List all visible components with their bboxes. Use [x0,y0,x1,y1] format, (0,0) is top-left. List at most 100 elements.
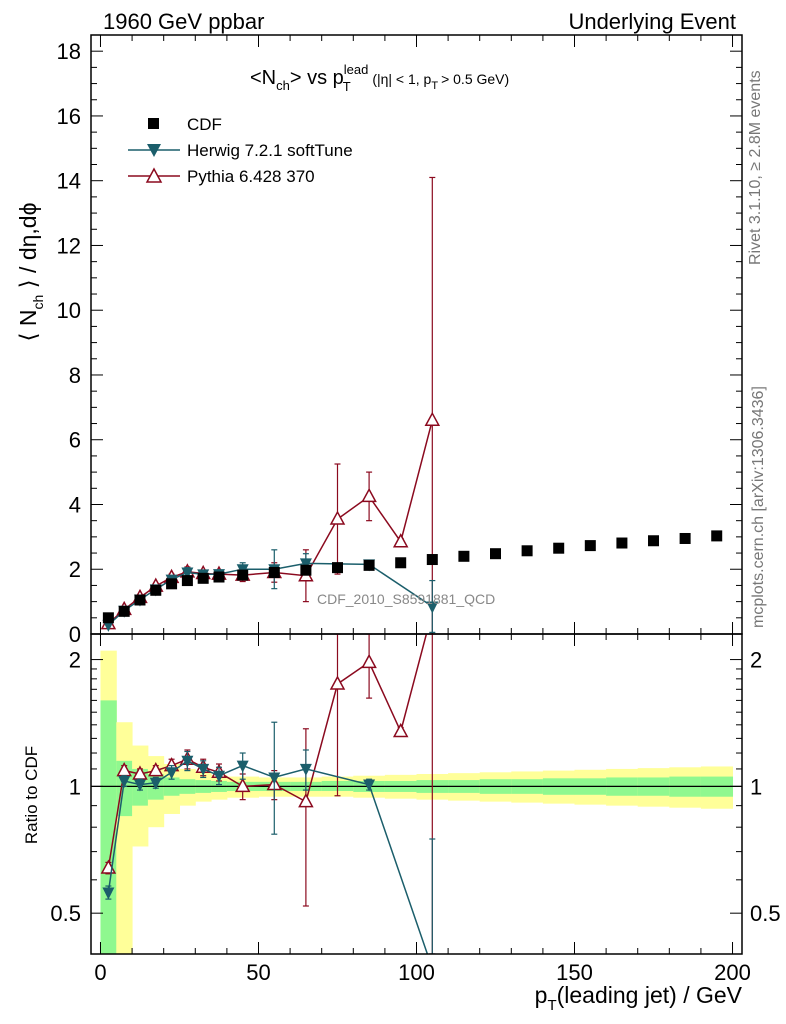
ratio-ytick-label: 0.5 [50,901,81,926]
ratio-ytick-label-right: 2 [750,648,762,673]
cdf-point [268,566,280,578]
ratio-pythia-point [298,793,314,808]
ratio-herwig-point [212,770,225,783]
ratio-herwig-point [102,887,115,900]
cdf-point [300,564,312,576]
x-axis-label: pT(leading jet) / GeV [535,982,743,1014]
reference-label: CDF_2010_S8591881_QCD [317,591,495,607]
ratio-series [100,634,436,954]
main-ytick-label: 8 [69,363,81,388]
ratio-frame [90,633,743,955]
cdf-point [118,605,130,617]
cdf-point [490,548,502,560]
legend-label-herwig: Herwig 7.2.1 softTune [187,141,353,160]
ratio-herwig-point [165,767,178,780]
plot-title: <Nch> vs pTlead(|η| < 1, pT > 0.5 GeV) [250,62,509,94]
ratio-herwig-point [133,779,146,792]
main-ticks: 0 2 4 6 8 10 12 14 16 18 [57,35,742,647]
cdf-point [181,575,193,587]
ratio-herwig-point [363,779,376,792]
ratio-xtick-label: 50 [246,960,270,985]
legend-marker-herwig [147,144,161,157]
ratio-ytick-label-right: 1 [750,774,762,799]
legend: CDF Herwig 7.2.1 softTune Pythia 6.428 3… [128,115,353,186]
ratio-ytick-label: 1 [69,774,81,799]
cdf-point [150,584,162,596]
ratio-pythia-point [234,777,251,793]
cdf-point [363,559,375,571]
ratio-herwig-point [149,777,162,790]
ratio-xtick-label: 100 [398,960,435,985]
ratio-pythia-point [392,722,409,738]
ratio-herwig-point [236,760,249,773]
legend-label-cdf: CDF [187,115,222,134]
main-ytick-label: 10 [57,298,81,323]
ratio-pythia-point [148,762,164,777]
ratio-xtick-label: 150 [556,960,593,985]
pythia-point [329,510,346,525]
herwig-point [426,601,439,614]
rivet-label: Rivet 3.1.10, ≥ 2.8M events [747,70,764,265]
header-left: 1960 GeV ppbar [103,9,264,34]
legend-marker-cdf [148,118,159,129]
syst-band [116,722,133,954]
main-panel: 0 2 4 6 8 10 12 14 16 18 CDF_2010_S8591881_QCD <N… [15,34,743,647]
main-ylabel: ⟨ Nch ⟩ / dη,dϕ [15,203,46,342]
ratio-panel: 0.5 0.5 1 1 2 2 0 50 100 150 200 Ratio to CDF pT(l… [22,633,781,1014]
cdf-point [616,537,628,549]
main-ytick-label: 12 [57,233,81,258]
cdf-point [134,594,146,606]
legend-entry-pythia: Pythia 6.428 370 [128,167,315,186]
ratio-herwig-point [299,763,312,776]
pythia-point [424,411,441,427]
ratio-ylabel: Ratio to CDF [22,746,41,844]
ratio-herwig-point [181,755,194,768]
ratio-ytick-label: 2 [69,648,81,673]
pythia-point [361,487,377,503]
ratio-herwig-point [118,775,131,788]
cdf-point [213,571,225,583]
cdf-point [102,612,114,624]
ratio-xtick-label: 200 [714,960,751,985]
herwig-point [299,558,312,571]
main-series [100,176,723,634]
cdf-point [197,572,209,584]
ratio-ytick-label-right: 0.5 [750,901,781,926]
cdf-point [521,545,533,557]
ratio-pythia-line [107,634,428,869]
legend-entry-cdf: CDF [148,115,222,134]
ratio-pythia-point [361,653,377,669]
mcplots-label: mcplots.cern.ch [arXiv:1306.3436] [750,386,767,628]
main-ytick-label: 16 [57,104,81,129]
cdf-point [237,569,249,581]
main-ytick-label: 6 [69,428,81,453]
cdf-point [648,535,660,547]
cdf-point [553,542,565,554]
cdf-point [331,562,343,574]
legend-label-pythia: Pythia 6.428 370 [187,167,315,186]
ratio-xtick-label: 0 [94,960,106,985]
ratio-bands [100,650,734,954]
main-ytick-label: 14 [57,169,81,194]
main-ytick-label: 18 [57,39,81,64]
ratio-herwig-point [268,772,281,785]
cdf-point [711,530,723,542]
header-right: Underlying Event [568,9,736,34]
cdf-point [458,550,470,562]
main-ytick-label: 0 [69,622,81,647]
herwig-point [181,567,194,580]
cdf-point [166,578,178,590]
pythia-point [392,533,409,548]
legend-entry-herwig: Herwig 7.2.1 softTune [128,141,353,160]
ratio-ticks: 0.5 0.5 1 1 2 2 0 50 100 150 200 [50,634,781,985]
ratio-herwig-point [197,763,210,776]
main-ytick-label: 4 [69,492,81,517]
cdf-point [395,557,407,569]
cdf-point [679,532,691,544]
cdf-point [426,554,438,566]
cdf-point [584,540,596,552]
legend-marker-pythia [145,167,163,183]
ratio-pythia-point [329,675,346,690]
main-ytick-label: 2 [69,557,81,582]
